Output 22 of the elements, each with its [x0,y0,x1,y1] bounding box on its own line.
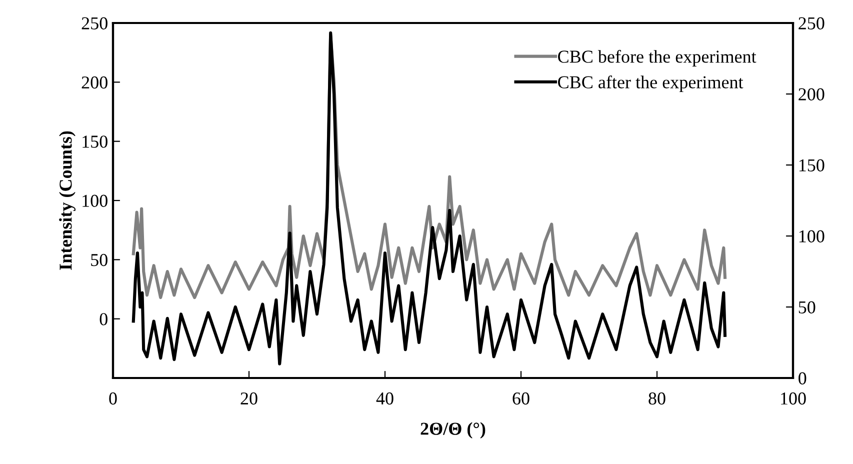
y-axis-title: Intensity (Counts) [59,131,76,270]
y-tick-label: 150 [82,136,108,148]
y-tick-label: 0 [100,313,108,326]
legend-label: CBC after the experiment [558,75,744,92]
y-tick-label: 50 [91,254,108,266]
y2-tick-label: 150 [799,159,824,172]
x-tick-label: 80 [648,392,666,405]
x-tick-label: 40 [376,392,394,405]
x-tick-label: 60 [512,392,530,405]
y2-tick-label: 200 [798,88,824,100]
y2-tick-label: 50 [798,301,816,314]
y-tick-label: 200 [82,76,108,89]
y-tick-label: 250 [82,17,108,30]
x-axis-title: 2Θ/Θ (°) [420,422,486,439]
y-tick-label: 100 [82,194,108,207]
x-tick-label: 100 [781,392,806,405]
x-tick-label: 20 [240,392,258,405]
x-tick-label: 0 [109,392,117,405]
y2-tick-label: 250 [798,17,824,30]
y2-tick-label: 0 [798,372,806,384]
y2-tick-label: 100 [799,230,824,242]
legend-label: CBC before the experiment [558,50,756,66]
